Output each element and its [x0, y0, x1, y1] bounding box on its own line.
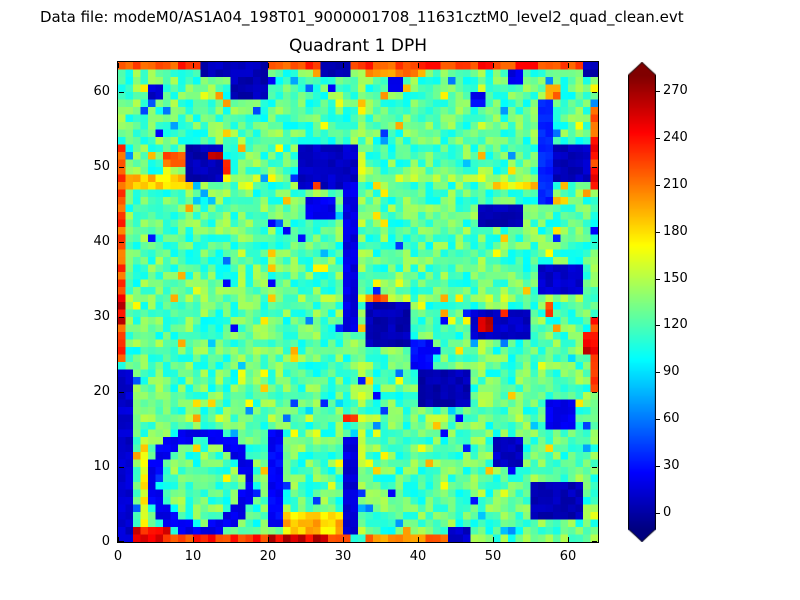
y-tick-mark: [119, 467, 124, 468]
x-tick-mark: [268, 537, 269, 542]
colorbar-tick-label: 60: [663, 411, 680, 427]
y-tick-mark: [119, 167, 124, 168]
colorbar-tick-label: 30: [663, 458, 680, 474]
colorbar-tick-label: 240: [663, 129, 688, 145]
x-tick-label: 50: [484, 549, 502, 564]
y-tick-mark: [592, 541, 597, 542]
plot-frame: [117, 61, 599, 543]
y-tick-mark: [592, 242, 597, 243]
colorbar-tick-label: 90: [663, 364, 680, 380]
y-tick-mark: [119, 541, 124, 542]
x-tick-label: 10: [184, 549, 202, 564]
colorbar-tick-label: 0: [663, 505, 672, 521]
heatmap-canvas: [118, 62, 598, 542]
x-tick-label: 20: [259, 549, 277, 564]
colorbar-tick-label: 120: [663, 317, 688, 333]
x-tick-mark: [193, 63, 194, 68]
y-tick-mark: [592, 167, 597, 168]
x-tick-mark: [118, 537, 119, 542]
y-tick-mark: [119, 92, 124, 93]
x-tick-mark: [568, 63, 569, 68]
y-tick-mark: [119, 242, 124, 243]
x-tick-mark: [418, 537, 419, 542]
y-tick-label: 20: [93, 384, 110, 399]
y-tick-mark: [592, 92, 597, 93]
x-tick-mark: [118, 63, 119, 68]
colorbar-tick-mark: [656, 278, 660, 280]
colorbar: [628, 62, 656, 542]
colorbar-tick-mark: [656, 137, 660, 139]
colorbar-tick-mark: [656, 325, 660, 327]
x-tick-label: 60: [559, 549, 577, 564]
y-tick-label: 60: [93, 84, 110, 99]
x-tick-mark: [493, 63, 494, 68]
y-tick-label: 30: [93, 309, 110, 324]
y-tick-mark: [592, 467, 597, 468]
x-tick-mark: [568, 537, 569, 542]
y-tick-mark: [592, 392, 597, 393]
colorbar-tick-mark: [656, 231, 660, 233]
colorbar-tick-label: 210: [663, 176, 688, 192]
x-tick-mark: [343, 537, 344, 542]
colorbar-tick-mark: [656, 513, 660, 515]
colorbar-tick-mark: [656, 184, 660, 186]
chart-title: Quadrant 1 DPH: [289, 36, 427, 56]
y-tick-label: 0: [101, 534, 110, 549]
colorbar-tick-label: 150: [663, 270, 688, 286]
x-tick-mark: [493, 537, 494, 542]
x-tick-mark: [193, 537, 194, 542]
x-tick-mark: [268, 63, 269, 68]
y-tick-mark: [119, 392, 124, 393]
x-tick-label: 0: [113, 549, 123, 564]
x-tick-mark: [343, 63, 344, 68]
y-tick-label: 50: [93, 159, 110, 174]
colorbar-tick-mark: [656, 372, 660, 374]
colorbar-tick-label: 270: [663, 82, 688, 98]
colorbar-tick-mark: [656, 90, 660, 92]
y-tick-label: 10: [93, 459, 110, 474]
colorbar-tick-label: 180: [663, 223, 688, 239]
y-tick-mark: [119, 317, 124, 318]
y-tick-label: 40: [93, 234, 110, 249]
y-tick-mark: [592, 317, 597, 318]
x-tick-mark: [418, 63, 419, 68]
data-file-label: Data file: modeM0/AS1A04_198T01_90000017…: [40, 8, 684, 26]
colorbar-tick-mark: [656, 419, 660, 421]
x-tick-label: 30: [334, 549, 352, 564]
x-tick-label: 40: [409, 549, 427, 564]
colorbar-tick-mark: [656, 466, 660, 468]
